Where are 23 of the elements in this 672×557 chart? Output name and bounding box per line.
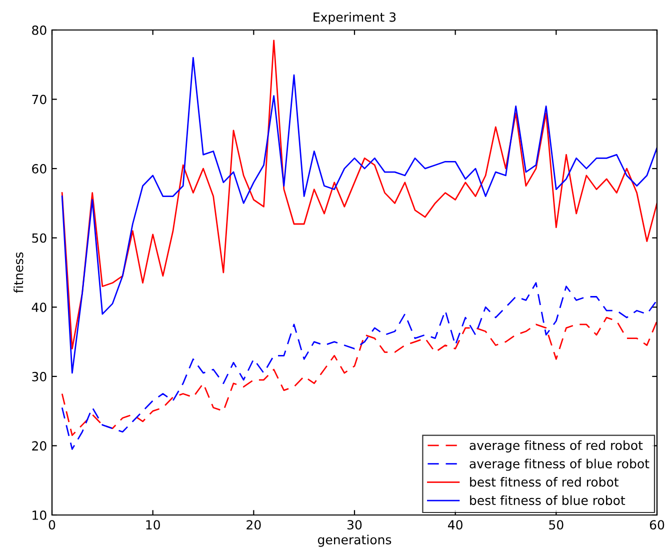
legend-label: best fitness of red robot: [470, 477, 619, 487]
x-tick-label: 0: [48, 520, 56, 530]
x-tick-label: 30: [348, 520, 362, 530]
y-tick-label: 50: [32, 233, 46, 243]
y-axis-title: fitness: [14, 252, 24, 293]
y-tick-label: 10: [32, 510, 46, 520]
x-tick-label: 20: [246, 520, 261, 530]
x-tick-label: 60: [650, 520, 664, 530]
x-axis-title: generations: [318, 534, 392, 547]
legend-label: average fitness of blue robot: [470, 458, 650, 471]
chart-title: Experiment 3: [314, 12, 396, 24]
y-tick-label: 70: [32, 94, 46, 104]
line-series: [61, 316, 657, 436]
legend-label: average fitness of red robot: [470, 440, 643, 452]
x-tick-label: 50: [549, 520, 564, 530]
x-tick-label: 40: [448, 520, 462, 530]
y-tick-label: 40: [32, 302, 46, 312]
x-tick-label: 10: [146, 520, 160, 530]
legend-label: best fitness of blue robot: [470, 495, 626, 506]
y-tick-label: 30: [32, 372, 46, 382]
y-tick-label: 20: [32, 441, 46, 451]
y-tick-label: 60: [32, 164, 46, 174]
y-tick-label: 80: [32, 25, 46, 35]
